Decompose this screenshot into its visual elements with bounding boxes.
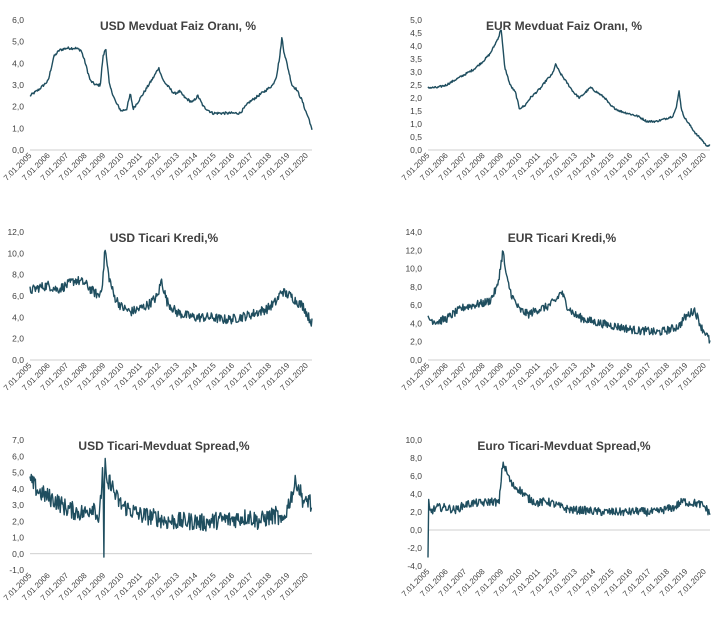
series-line	[427, 250, 711, 344]
y-tick-label: 7,0	[12, 435, 24, 445]
y-tick-label: 2,0	[12, 516, 24, 526]
chart-panel-eur-deposit-rate: EUR Mevduat Faiz Oranı, % 0,0 0,5 1,0 1,5 2,0…	[400, 15, 711, 183]
y-tick-label: 8,0	[410, 453, 422, 463]
y-tick-label: 0,0	[12, 355, 24, 365]
chart-panel-usd-deposit-rate: USD Mevduat Faiz Oranı, % 0,0 1,0 2,0 3,0 4,0…	[2, 15, 313, 183]
y-tick-label: 4,0	[410, 41, 422, 51]
series-line	[29, 457, 313, 558]
y-tick-label: 2,0	[410, 507, 422, 517]
y-tick-label: 8,0	[410, 282, 422, 292]
y-tick-label: 5,0	[12, 468, 24, 478]
y-tick-label: 10,0	[405, 435, 422, 445]
y-tick-label: 0,0	[12, 549, 24, 559]
chart-title: EUR Ticari Kredi,%	[508, 231, 617, 245]
y-tick-label: 6,0	[410, 471, 422, 481]
y-tick-label: 0,0	[410, 355, 422, 365]
y-tick-label: 0,5	[410, 132, 422, 142]
chart-panel-usd-commercial-loan: USD Ticari Kredi,% 0,0 2,0 4,0 6,0 8,0 10,0 12,…	[2, 227, 313, 393]
y-tick-label: 6,0	[12, 291, 24, 301]
y-tick-label: 4,0	[12, 58, 24, 68]
y-tick-label: -2,0	[407, 543, 422, 553]
chart-title: USD Ticari-Mevduat Spread,%	[78, 439, 249, 453]
y-tick-label: 12,0	[405, 245, 422, 255]
y-tick-label: 10,0	[405, 264, 422, 274]
chart-title: Euro Ticari-Mevduat Spread,%	[477, 439, 650, 453]
y-tick-label: 3,0	[410, 67, 422, 77]
y-tick-label: 12,0	[7, 227, 24, 237]
y-tick-label: 6,0	[410, 300, 422, 310]
y-tick-label: 2,0	[410, 337, 422, 347]
series-line	[427, 29, 711, 148]
y-tick-label: 1,5	[410, 106, 422, 116]
y-tick-label: 8,0	[12, 270, 24, 280]
chart-panel-eur-spread: Euro Ticari-Mevduat Spread,% -4,0 -2,0 0,0 2…	[400, 435, 711, 599]
y-tick-label: 1,0	[12, 123, 24, 133]
chart-title: EUR Mevduat Faiz Oranı, %	[486, 19, 642, 33]
y-tick-label: 10,0	[7, 248, 24, 258]
y-tick-label: 14,0	[405, 227, 422, 237]
series-line	[427, 461, 711, 558]
series-line	[29, 37, 313, 130]
y-tick-label: -4,0	[407, 561, 422, 571]
y-tick-label: 2,5	[410, 80, 422, 90]
y-tick-label: -1,0	[9, 565, 24, 575]
y-tick-label: 2,0	[12, 102, 24, 112]
chart-panel-eur-commercial-loan: EUR Ticari Kredi,% 0,0 2,0 4,0 6,0 8,0 10,0 12,…	[400, 227, 711, 393]
chart-panel-usd-spread: USD Ticari-Mevduat Spread,% -1,0 0,0 1,0 2,0…	[2, 435, 313, 603]
y-tick-label: 4,0	[12, 484, 24, 494]
y-tick-label: 5,0	[12, 37, 24, 47]
y-tick-label: 1,0	[410, 119, 422, 129]
y-tick-label: 1,0	[12, 533, 24, 543]
y-tick-label: 0,0	[410, 525, 422, 535]
chart-title: USD Mevduat Faiz Oranı, %	[100, 19, 256, 33]
y-tick-label: 0,0	[12, 145, 24, 155]
y-tick-label: 2,0	[410, 93, 422, 103]
y-tick-label: 4,0	[12, 312, 24, 322]
y-tick-label: 0,0	[410, 145, 422, 155]
chart-title: USD Ticari Kredi,%	[110, 231, 219, 245]
y-tick-label: 4,5	[410, 28, 422, 38]
y-tick-label: 3,0	[12, 80, 24, 90]
y-tick-label: 4,0	[410, 318, 422, 328]
y-tick-label: 5,0	[410, 15, 422, 25]
y-tick-label: 2,0	[12, 334, 24, 344]
y-tick-label: 6,0	[12, 15, 24, 25]
y-tick-label: 3,0	[12, 500, 24, 510]
y-tick-label: 6,0	[12, 451, 24, 461]
series-line	[29, 249, 313, 327]
y-tick-label: 4,0	[410, 489, 422, 499]
y-tick-label: 3,5	[410, 54, 422, 64]
